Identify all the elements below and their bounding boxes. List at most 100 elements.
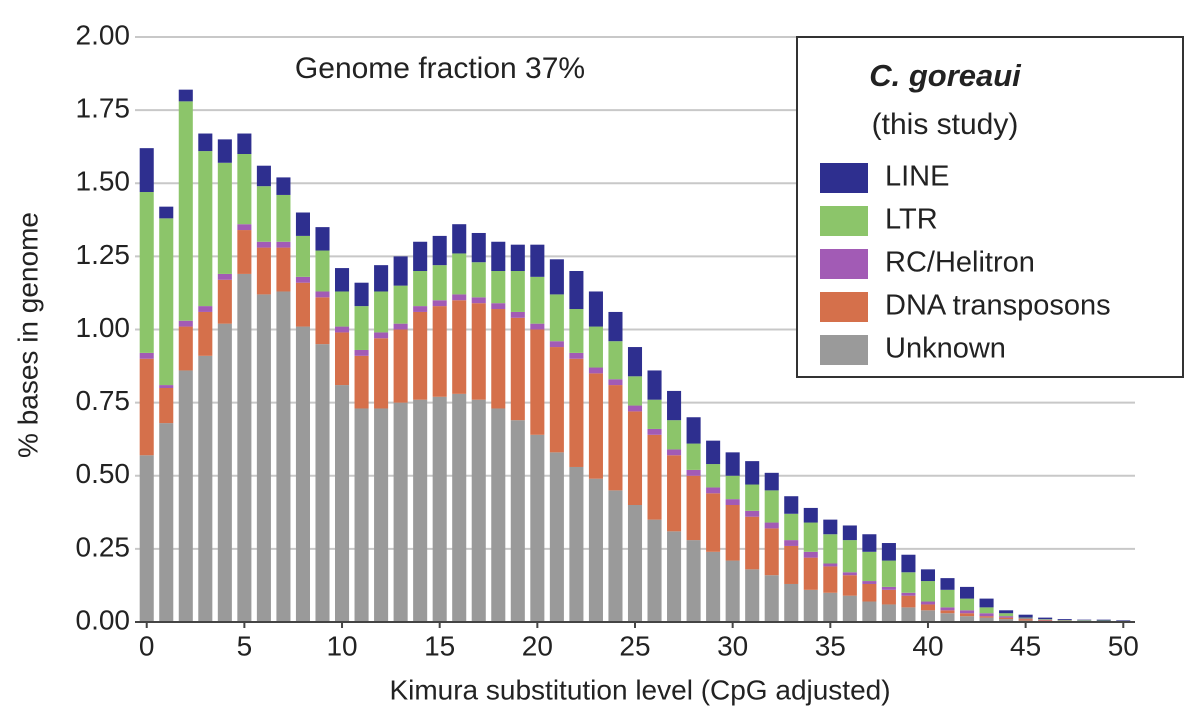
bar-segment — [686, 475, 701, 541]
bar-segment — [139, 352, 154, 359]
bar-segment — [335, 268, 350, 292]
bar-segment — [549, 452, 564, 622]
bar-segment — [960, 613, 975, 617]
bar-segment — [881, 589, 896, 605]
y-tick-label: 1.50 — [76, 166, 131, 197]
bar-segment — [706, 464, 721, 488]
y-tick-label: 1.25 — [76, 239, 131, 270]
bar-segment — [1018, 614, 1033, 618]
bar-segment — [569, 271, 584, 310]
bar-segment — [764, 528, 779, 576]
bar-segment — [530, 434, 545, 622]
bar-segment — [667, 455, 682, 532]
legend-label: RC/Helitron — [885, 247, 1035, 279]
bar-segment — [198, 133, 213, 152]
bar-segment — [1038, 620, 1053, 622]
bar-segment — [960, 586, 975, 599]
bar-segment — [667, 531, 682, 622]
y-tick-label: 2.00 — [76, 19, 131, 50]
bar-segment — [686, 443, 701, 470]
bar-segment — [979, 617, 994, 622]
annotation: Genome fraction 37% — [295, 52, 585, 85]
bar-segment — [452, 294, 467, 301]
y-axis-label: % bases in genome — [12, 212, 43, 458]
x-tick-label: 0 — [139, 630, 155, 661]
bar-segment — [1038, 619, 1053, 620]
bar-segment — [354, 306, 369, 350]
bar-segment — [432, 396, 447, 622]
bar-segment — [530, 276, 545, 324]
bar-segment — [940, 589, 955, 608]
bar-segment — [471, 303, 486, 400]
bar-segment — [432, 300, 447, 307]
bar-segment — [979, 613, 994, 617]
bar-segment — [881, 560, 896, 587]
bar-segment — [1077, 620, 1092, 621]
x-tick-label: 45 — [1010, 630, 1041, 661]
x-tick-label: 30 — [717, 630, 748, 661]
y-tick-label: 0.50 — [76, 458, 131, 489]
bar-segment — [315, 291, 330, 298]
bar-segment — [198, 151, 213, 307]
bar-segment — [647, 519, 662, 622]
bar-segment — [920, 581, 935, 602]
bar-segment — [725, 475, 740, 500]
bar-segment — [471, 262, 486, 298]
bar-segment — [706, 493, 721, 552]
bar-segment — [667, 420, 682, 450]
bar-segment — [647, 399, 662, 429]
bar-segment — [335, 291, 350, 327]
bar-segment — [764, 522, 779, 529]
bar-segment — [432, 235, 447, 266]
bar-segment — [549, 259, 564, 295]
bar-segment — [608, 385, 623, 491]
bar-segment — [139, 358, 154, 456]
bar-segment — [295, 212, 310, 236]
bar-segment — [217, 273, 232, 280]
bar-segment — [920, 569, 935, 582]
bar-segment — [237, 154, 252, 225]
bar-segment — [198, 306, 213, 312]
bar-segment — [745, 510, 760, 517]
bar-segment — [901, 607, 916, 622]
bar-segment — [940, 578, 955, 590]
bar-segment — [706, 487, 721, 494]
bar-segment — [667, 390, 682, 421]
bar-segment — [588, 291, 603, 327]
bar-segment — [901, 572, 916, 593]
bar-segment — [842, 575, 857, 596]
bar-segment — [940, 607, 955, 611]
bar-segment — [1116, 620, 1131, 621]
bar-segment — [823, 566, 838, 593]
bar-segment — [256, 186, 271, 242]
bar-segment — [745, 484, 760, 511]
bar-segment — [1018, 619, 1033, 621]
bar-segment — [491, 408, 506, 622]
bar-segment — [569, 309, 584, 353]
bar-segment — [393, 285, 408, 324]
bar-segment — [706, 440, 721, 465]
bar-segment — [647, 434, 662, 520]
bar-segment — [1038, 617, 1053, 620]
axes: 0.00 0.25 0.50 0.75 1.00 1.25 1.50 1.75 2.00 0 5 10… — [76, 19, 1139, 661]
bar-segment — [471, 399, 486, 622]
bar-segment — [725, 452, 740, 476]
legend-swatch — [820, 292, 868, 322]
bar-segment — [354, 408, 369, 622]
bar-segment — [764, 575, 779, 622]
bar-segment — [823, 592, 838, 622]
bar-segment — [549, 347, 564, 453]
bar-segment — [862, 551, 877, 582]
x-tick-label: 10 — [326, 630, 357, 661]
bar-segment — [901, 595, 916, 608]
bar-segment — [530, 244, 545, 277]
bar-segment — [920, 604, 935, 611]
bar-segment — [315, 344, 330, 622]
bar-segment — [335, 385, 350, 622]
bar-segment — [588, 478, 603, 622]
legend-swatch — [820, 206, 868, 236]
bar-segment — [979, 616, 994, 618]
bar-segment — [335, 326, 350, 333]
bar-segment — [862, 534, 877, 552]
